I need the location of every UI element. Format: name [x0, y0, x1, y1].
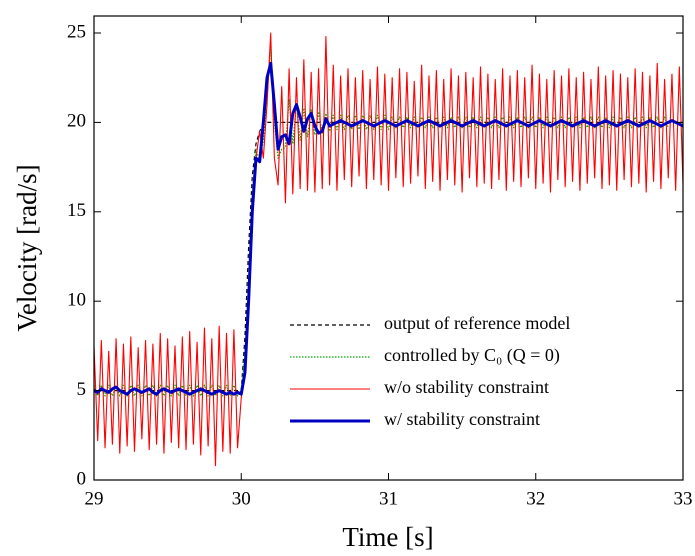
- y-tick-label: 25: [67, 21, 86, 42]
- x-tick-label: 29: [85, 488, 104, 509]
- series-line: [94, 32, 683, 467]
- plot-area: [94, 32, 683, 467]
- y-tick-label: 15: [67, 200, 86, 221]
- y-axis-title: Velocity [rad/s]: [12, 164, 42, 331]
- x-tick-label: 31: [379, 488, 398, 509]
- legend-text: w/ stability constraint: [384, 409, 540, 429]
- x-tick-label: 33: [674, 488, 693, 509]
- y-tick-label: 0: [77, 468, 87, 489]
- series-line: [94, 44, 669, 397]
- y-tick-label: 20: [67, 111, 86, 132]
- legend-text: w/o stability constraint: [384, 377, 549, 397]
- x-tick-label: 30: [232, 488, 251, 509]
- y-tick-label: 10: [67, 290, 86, 311]
- x-tick-label: 32: [526, 488, 545, 509]
- legend-text: controlled by C₀ (Q = 0): [384, 345, 560, 366]
- y-tick-label: 5: [77, 379, 87, 400]
- series-line: [94, 61, 683, 396]
- legend-text: output of reference model: [384, 313, 570, 333]
- x-axis-title: Time [s]: [342, 522, 433, 552]
